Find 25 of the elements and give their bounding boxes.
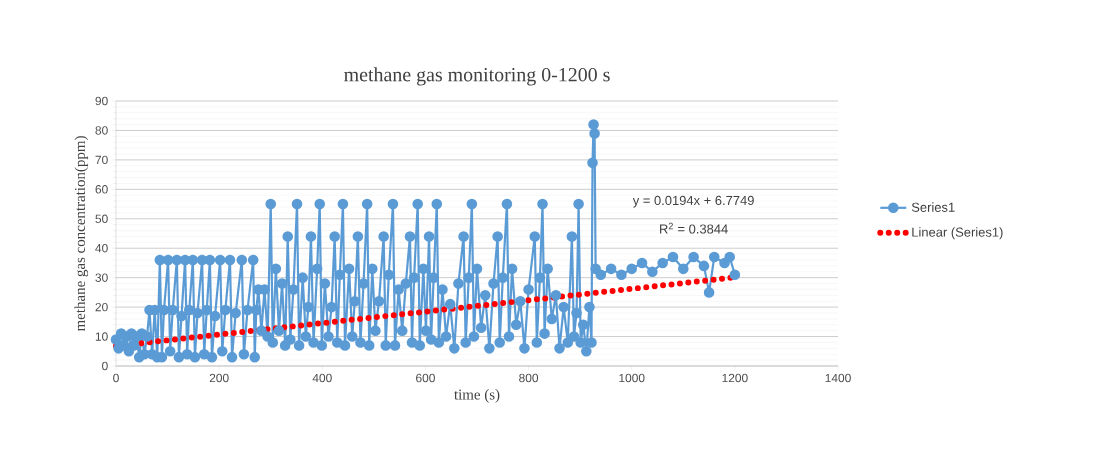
- chart-title: methane gas monitoring 0-1200 s: [344, 67, 610, 86]
- y-tick-label: 10: [95, 332, 108, 341]
- x-tick-label: 0: [113, 373, 119, 383]
- x-axis-title: time (s): [454, 389, 500, 403]
- legend-label: Series1: [911, 202, 955, 212]
- x-tick-label: 1400: [825, 373, 851, 383]
- annotation: y = 0.0194x + 6.7749: [632, 195, 754, 208]
- annotation: R$^{2}$ = 0.3844: [660, 222, 728, 234]
- y-tick-label: 70: [95, 155, 108, 165]
- y-tick-label: 40: [95, 243, 108, 253]
- y-tick-label: 90: [95, 96, 108, 106]
- y-tick-label: 80: [95, 126, 108, 135]
- y-tick-label: 60: [95, 185, 108, 194]
- y-axis-title: methane gas concentration(ppm): [74, 136, 89, 332]
- x-tick-label: 1200: [722, 373, 748, 383]
- x-tick-label: 400: [312, 373, 332, 383]
- x-tick-label: 800: [519, 373, 539, 383]
- y-tick-label: 30: [95, 273, 108, 282]
- x-tick-label: 600: [416, 373, 435, 383]
- x-tick-label: 200: [209, 373, 229, 383]
- y-tick-label: 0: [102, 361, 108, 371]
- legend-label: Linear (Series1): [912, 227, 1003, 240]
- y-tick-label: 20: [95, 302, 108, 312]
- y-tick-label: 50: [95, 214, 108, 223]
- x-tick-label: 1000: [619, 373, 645, 383]
